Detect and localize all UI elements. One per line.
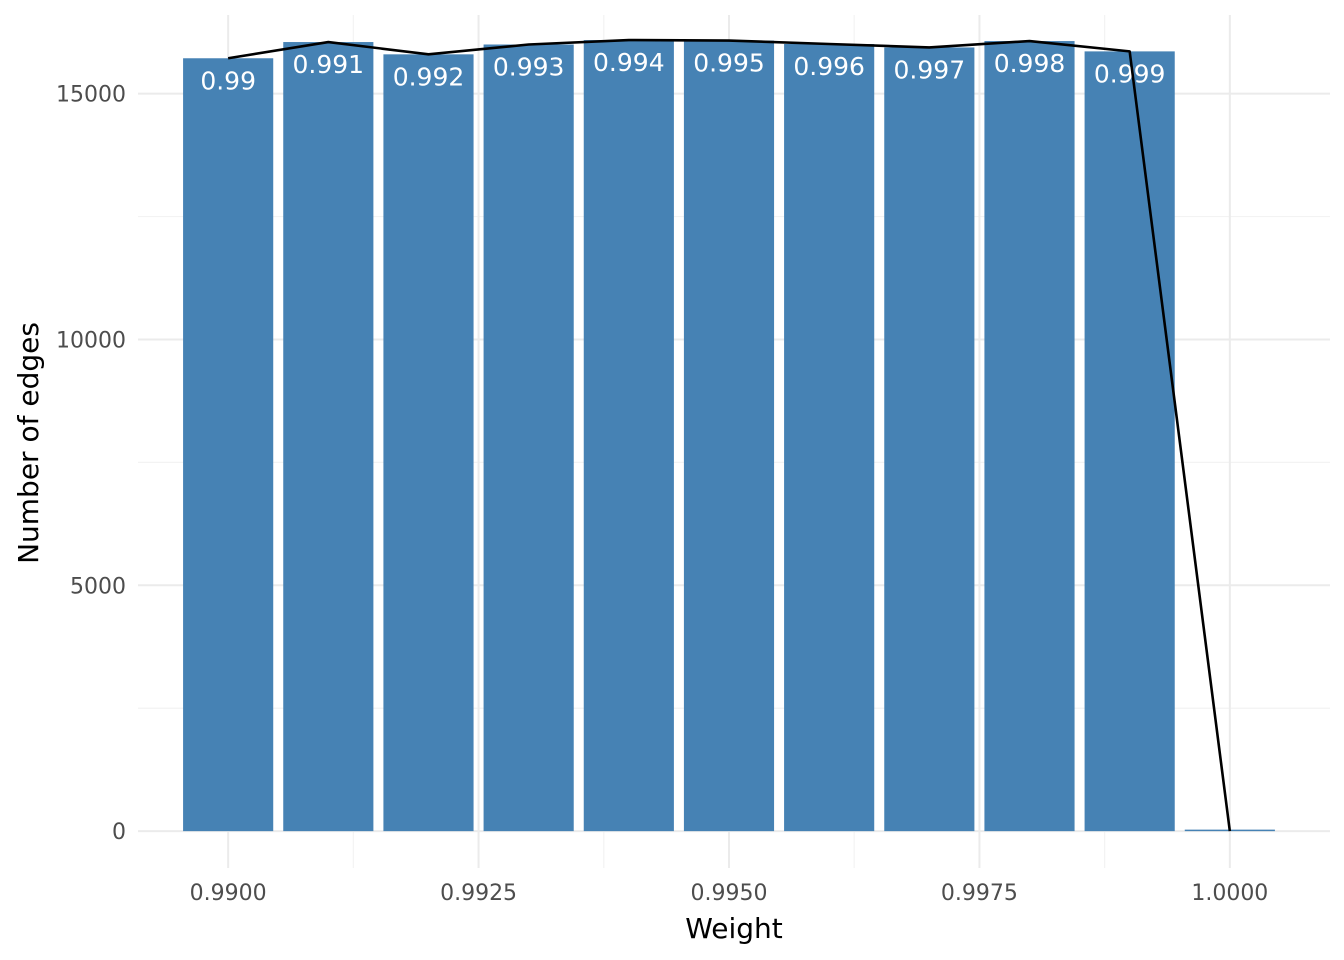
bar <box>1084 51 1175 832</box>
y-tick-label: 15000 <box>56 83 126 108</box>
bar <box>483 44 574 832</box>
x-tick-label: 1.0000 <box>1191 881 1268 906</box>
bar-value-label: 0.994 <box>593 48 665 77</box>
bar <box>383 54 474 832</box>
x-axis-ticks: 0.9900 0.9925 0.9950 0.9975 1.0000 <box>190 881 1269 906</box>
bar-value-label: 0.998 <box>994 49 1066 78</box>
bar-labels: 0.99 0.991 0.992 0.993 0.994 0.995 0.996 0.997 0… <box>200 48 1165 95</box>
bar-value-label: 0.996 <box>793 52 865 81</box>
y-axis-ticks: 0 5000 10000 15000 <box>56 83 126 845</box>
y-axis-title: Number of edges <box>12 322 45 564</box>
bar <box>984 41 1075 832</box>
bar-value-label: 0.99 <box>200 66 256 95</box>
bar <box>283 42 374 832</box>
line-layer <box>227 38 1232 832</box>
bar <box>583 40 674 832</box>
x-axis-title: Weight <box>685 912 783 945</box>
x-tick-label: 0.9900 <box>190 881 267 906</box>
bar-value-label: 0.995 <box>693 49 765 78</box>
bars <box>183 40 1275 832</box>
bar-value-label: 0.997 <box>894 55 966 84</box>
bar <box>784 44 875 832</box>
bar <box>183 58 274 832</box>
x-tick-label: 0.9975 <box>941 881 1018 906</box>
bar <box>884 47 975 832</box>
x-tick-label: 0.9950 <box>690 881 767 906</box>
bar-value-label: 0.993 <box>493 52 565 81</box>
y-tick-label: 10000 <box>56 328 126 353</box>
y-tick-label: 0 <box>112 820 126 845</box>
bar <box>683 40 775 832</box>
x-tick-label: 0.9925 <box>440 881 517 906</box>
bar-value-label: 0.999 <box>1094 59 1166 88</box>
bar-value-label: 0.991 <box>293 50 365 79</box>
y-tick-label: 5000 <box>70 574 126 599</box>
bar-value-label: 0.992 <box>393 62 465 91</box>
trend-line <box>227 38 1232 832</box>
